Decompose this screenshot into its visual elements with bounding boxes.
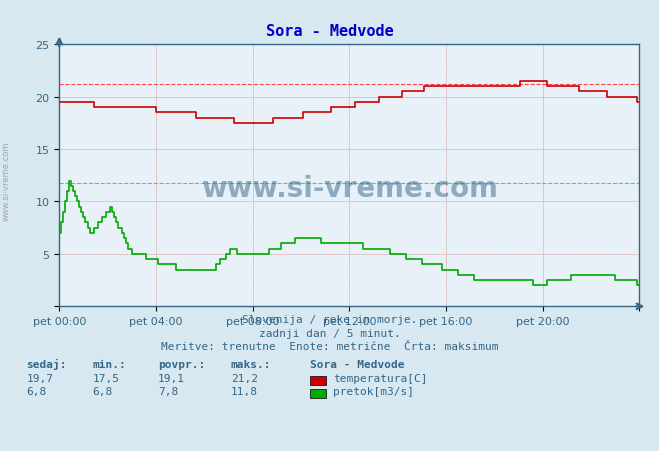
Text: Meritve: trenutne  Enote: metrične  Črta: maksimum: Meritve: trenutne Enote: metrične Črta: … (161, 341, 498, 351)
Text: zadnji dan / 5 minut.: zadnji dan / 5 minut. (258, 328, 401, 338)
Text: sedaj:: sedaj: (26, 359, 67, 369)
Text: Sora - Medvode: Sora - Medvode (266, 24, 393, 39)
Text: 6,8: 6,8 (92, 387, 113, 396)
Text: Sora - Medvode: Sora - Medvode (310, 359, 404, 369)
Text: www.si-vreme.com: www.si-vreme.com (201, 175, 498, 203)
Text: 7,8: 7,8 (158, 387, 179, 396)
Text: 11,8: 11,8 (231, 387, 258, 396)
Text: povpr.:: povpr.: (158, 359, 206, 369)
Text: www.si-vreme.com: www.si-vreme.com (2, 141, 11, 220)
Text: 19,7: 19,7 (26, 373, 53, 383)
Text: Slovenija / reke in morje.: Slovenija / reke in morje. (242, 314, 417, 324)
Text: 19,1: 19,1 (158, 373, 185, 383)
Text: maks.:: maks.: (231, 359, 271, 369)
Text: min.:: min.: (92, 359, 126, 369)
Text: 21,2: 21,2 (231, 373, 258, 383)
Text: temperatura[C]: temperatura[C] (333, 373, 427, 383)
Text: pretok[m3/s]: pretok[m3/s] (333, 387, 414, 396)
Text: 17,5: 17,5 (92, 373, 119, 383)
Text: 6,8: 6,8 (26, 387, 47, 396)
